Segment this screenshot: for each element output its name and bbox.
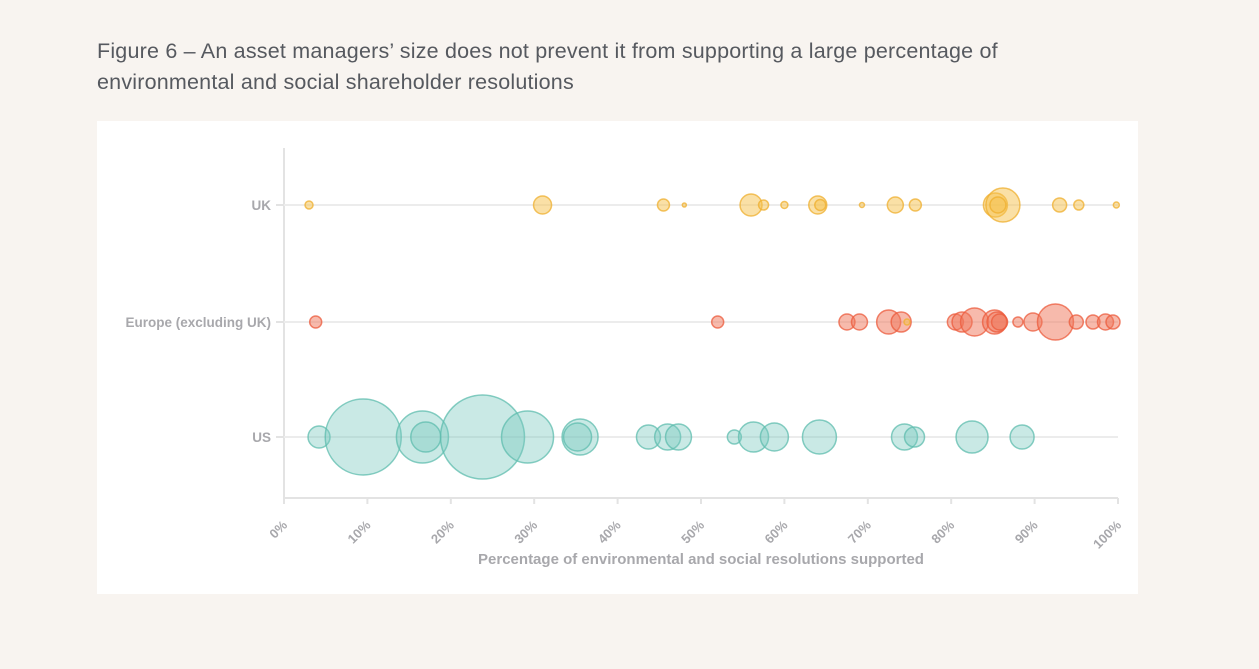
bubble-europe-excluding-uk[interactable]: [990, 313, 1009, 331]
bubble-uk[interactable]: [757, 199, 770, 211]
x-tick-label: 50%: [678, 517, 707, 546]
bubble-us[interactable]: [395, 410, 450, 464]
x-tick-label: 100%: [1090, 517, 1124, 551]
bubble-uk[interactable]: [681, 202, 688, 208]
bubble-uk[interactable]: [886, 196, 905, 214]
bubble-uk[interactable]: [814, 198, 827, 212]
bubble-uk[interactable]: [304, 200, 314, 210]
bubble-us[interactable]: [439, 394, 526, 480]
bubble-us[interactable]: [737, 421, 770, 453]
x-tick-label: 20%: [428, 517, 457, 546]
chart-card: UK Europe (excluding UK) US 0% 10% 20% 30% 40% 5…: [97, 121, 1138, 594]
bubble-us[interactable]: [562, 422, 593, 452]
bubble-us[interactable]: [653, 423, 682, 451]
bubble-us[interactable]: [903, 426, 926, 448]
bubble-europe-excluding-uk[interactable]: [710, 315, 725, 329]
x-tick-label: 40%: [595, 517, 624, 546]
bubble-europe-excluding-uk[interactable]: [890, 311, 912, 333]
bubble-us[interactable]: [410, 421, 442, 453]
bubble-europe-excluding-uk[interactable]: [903, 318, 911, 326]
bubble-us[interactable]: [324, 398, 402, 476]
x-tick-label: 0%: [266, 517, 290, 541]
bubble-uk[interactable]: [1112, 201, 1121, 209]
bubble-us[interactable]: [1009, 424, 1035, 450]
bubble-uk[interactable]: [532, 195, 553, 215]
bubble-europe-excluding-uk[interactable]: [308, 315, 323, 329]
x-tick-label: 60%: [762, 517, 791, 546]
bubble-uk[interactable]: [656, 198, 671, 212]
x-tick-label: 80%: [928, 517, 957, 546]
x-tick-label: 70%: [845, 517, 874, 546]
bubble-europe-excluding-uk[interactable]: [1068, 314, 1085, 330]
x-tick-label: 90%: [1012, 517, 1041, 546]
x-tick-label: 10%: [345, 517, 374, 546]
bubble-europe-excluding-uk[interactable]: [850, 313, 869, 331]
bubble-uk[interactable]: [1073, 199, 1085, 211]
bubble-us[interactable]: [726, 429, 743, 445]
bubble-europe-excluding-uk[interactable]: [1105, 314, 1121, 330]
bubble-uk[interactable]: [858, 201, 866, 209]
bubble-us[interactable]: [664, 423, 693, 451]
category-label: UK: [252, 198, 272, 213]
bubble-us[interactable]: [635, 424, 662, 450]
bubble-uk[interactable]: [908, 198, 923, 212]
bubble-uk[interactable]: [1051, 197, 1068, 213]
bubble-us[interactable]: [500, 410, 555, 464]
bubble-us[interactable]: [955, 420, 989, 454]
bubble-europe-excluding-uk[interactable]: [1036, 303, 1075, 341]
bubble-europe-excluding-uk[interactable]: [1012, 316, 1024, 328]
x-tick-label: 30%: [511, 517, 540, 546]
bubble-uk[interactable]: [989, 196, 1007, 214]
bubble-us[interactable]: [801, 419, 838, 455]
bubble-chart: UK Europe (excluding UK) US 0% 10% 20% 30% 40% 5…: [125, 148, 1124, 568]
figure-title: Figure 6 – An asset managers’ size does …: [97, 39, 998, 94]
category-label: US: [252, 430, 271, 445]
bubble-uk[interactable]: [780, 200, 789, 210]
bubble-us[interactable]: [307, 425, 331, 449]
category-label: Europe (excluding UK): [125, 315, 271, 330]
x-axis-title: Percentage of environmental and social r…: [478, 551, 924, 568]
bubble-us[interactable]: [759, 422, 790, 452]
